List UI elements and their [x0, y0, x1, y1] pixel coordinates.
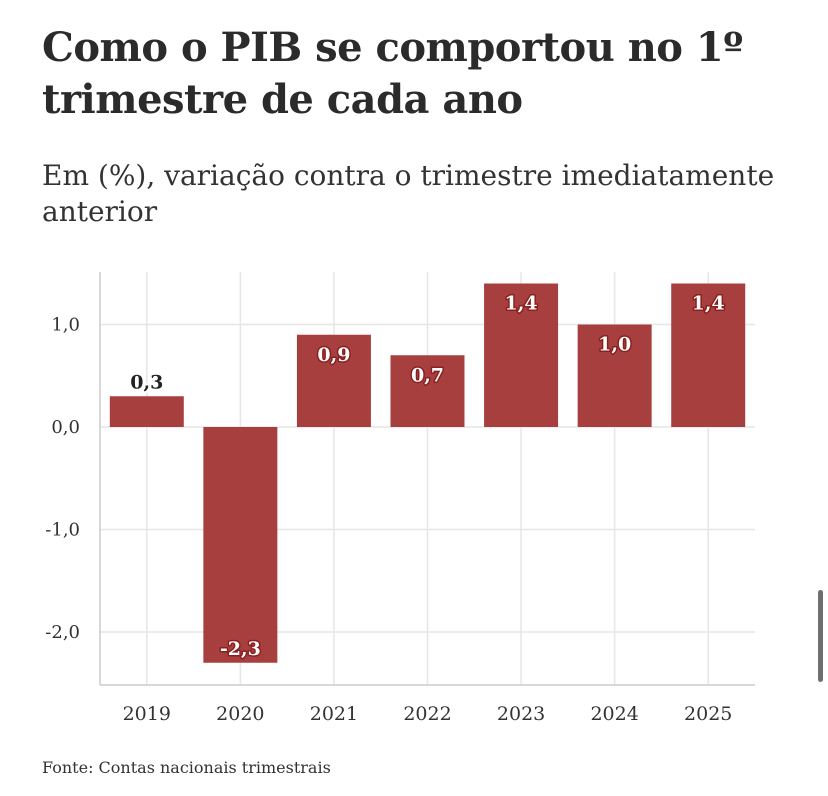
bar-2020: [203, 427, 278, 663]
value-label: 1,4: [505, 293, 538, 315]
bar-2019: [109, 396, 184, 427]
bar-2024: [577, 324, 652, 427]
x-tick-label: 2023: [497, 703, 545, 725]
x-tick-label: 2022: [403, 703, 451, 725]
bar-layer: [109, 283, 746, 663]
y-tick-label: -2,0: [45, 622, 80, 643]
axis-layer: 1,0 0,0 -1,0 -2,0 2019 2020 2021 2022 2023 2024 20…: [45, 272, 755, 725]
bar-2023: [484, 283, 559, 427]
y-tick-label: 1,0: [51, 315, 80, 336]
value-label: 0,3: [130, 371, 163, 393]
bar-2025: [671, 283, 746, 427]
x-tick-label: 2019: [123, 703, 171, 725]
label-layer: 0,3 -2,3 0,9 0,7 1,4 1,0 1,4: [128, 291, 726, 661]
value-label: 1,4: [692, 293, 725, 315]
x-tick-label: 2025: [684, 703, 732, 725]
x-tick-label: 2020: [216, 703, 264, 725]
chart-subtitle: Em (%), variação contra o trimestre imed…: [42, 159, 775, 228]
value-label: -2,3: [220, 638, 261, 660]
bar-2022: [390, 355, 465, 427]
grid-layer: [100, 272, 755, 685]
bar-chart: 0,3 -2,3 0,9 0,7 1,4 1,0 1,4 1,0 0,0 -1,0 -2,0 201…: [45, 272, 755, 725]
x-tick-label: 2021: [310, 703, 358, 725]
source-note: Fonte: Contas nacionais trimestrais: [42, 758, 331, 777]
value-label: 1,0: [598, 334, 631, 356]
value-label: 0,7: [411, 364, 444, 386]
value-label: 0,9: [317, 344, 350, 366]
bar-2021: [296, 334, 371, 427]
chart-title: Como o PIB se comportou no 1º trimestre …: [42, 24, 743, 123]
y-tick-label: -1,0: [45, 520, 80, 541]
x-tick-label: 2024: [590, 703, 638, 725]
scrollbar[interactable]: [818, 590, 823, 682]
y-tick-label: 0,0: [51, 417, 80, 438]
